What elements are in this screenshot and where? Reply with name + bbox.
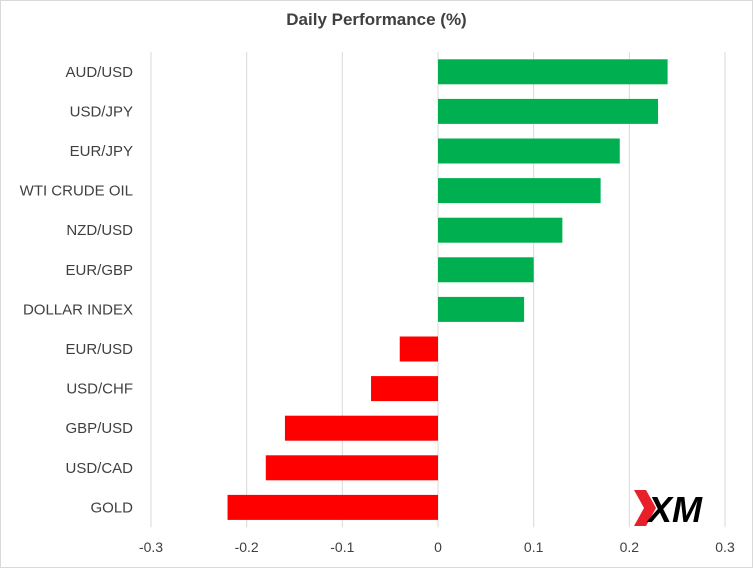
logo-text: XM: [646, 489, 703, 528]
bar: [227, 494, 438, 520]
category-label: USD/CAD: [65, 460, 133, 477]
category-label: USD/JPY: [70, 103, 133, 120]
x-tick-labels: -0.3 -0.2 -0.1 0 0.1 0.2 0.3: [139, 539, 735, 555]
x-tick-label: -0.3: [139, 539, 163, 555]
x-tick-label: -0.1: [330, 539, 354, 555]
x-tick-label: 0.3: [715, 539, 735, 555]
bar: [438, 138, 620, 164]
bar: [438, 178, 601, 204]
bars: [227, 59, 668, 520]
bar: [438, 296, 525, 322]
bar: [438, 98, 659, 124]
bar: [399, 336, 438, 362]
bar: [438, 257, 534, 283]
category-label: DOLLAR INDEX: [23, 301, 133, 318]
xm-logo: XM: [634, 489, 703, 528]
category-label: WTI CRUDE OIL: [20, 183, 133, 200]
bar: [265, 455, 438, 481]
category-label: EUR/USD: [65, 341, 133, 358]
bar: [438, 59, 668, 85]
gridlines: [150, 52, 726, 528]
category-label: GOLD: [90, 499, 133, 516]
category-label: EUR/GBP: [65, 262, 133, 279]
x-tick-label: -0.2: [235, 539, 259, 555]
bar: [438, 217, 563, 243]
category-label: NZD/USD: [66, 222, 133, 239]
x-tick-label: 0.1: [524, 539, 544, 555]
category-label: EUR/JPY: [70, 143, 133, 160]
category-label: GBP/USD: [65, 420, 133, 437]
bar: [284, 415, 438, 441]
category-labels: AUD/USD USD/JPY EUR/JPY WTI CRUDE OIL NZD/US…: [20, 64, 134, 517]
x-tick-label: 0.2: [620, 539, 640, 555]
bar: [371, 376, 438, 402]
logo-mark-icon: [634, 490, 656, 526]
category-label: AUD/USD: [65, 64, 133, 81]
chart-title: Daily Performance (%): [286, 10, 467, 29]
x-tick-label: 0: [434, 539, 442, 555]
category-label: USD/CHF: [66, 381, 133, 398]
